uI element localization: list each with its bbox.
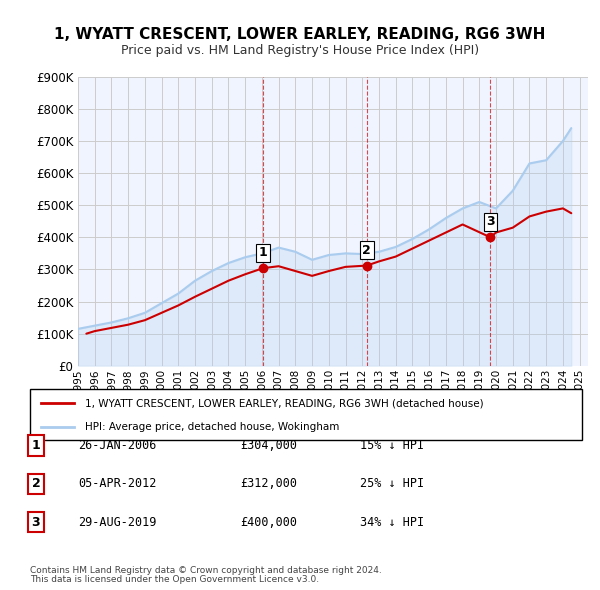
- FancyBboxPatch shape: [30, 389, 582, 440]
- Text: £400,000: £400,000: [240, 516, 297, 529]
- Text: 29-AUG-2019: 29-AUG-2019: [78, 516, 157, 529]
- Text: 3: 3: [486, 215, 494, 228]
- Text: 15% ↓ HPI: 15% ↓ HPI: [360, 439, 424, 452]
- Text: £312,000: £312,000: [240, 477, 297, 490]
- Text: 26-JAN-2006: 26-JAN-2006: [78, 439, 157, 452]
- Text: This data is licensed under the Open Government Licence v3.0.: This data is licensed under the Open Gov…: [30, 575, 319, 584]
- Text: Price paid vs. HM Land Registry's House Price Index (HPI): Price paid vs. HM Land Registry's House …: [121, 44, 479, 57]
- Text: 05-APR-2012: 05-APR-2012: [78, 477, 157, 490]
- Text: 1: 1: [32, 439, 40, 452]
- Text: 2: 2: [362, 244, 371, 257]
- Text: HPI: Average price, detached house, Wokingham: HPI: Average price, detached house, Woki…: [85, 422, 340, 432]
- Text: 1, WYATT CRESCENT, LOWER EARLEY, READING, RG6 3WH (detached house): 1, WYATT CRESCENT, LOWER EARLEY, READING…: [85, 398, 484, 408]
- Text: Contains HM Land Registry data © Crown copyright and database right 2024.: Contains HM Land Registry data © Crown c…: [30, 566, 382, 575]
- Text: 3: 3: [32, 516, 40, 529]
- Text: £304,000: £304,000: [240, 439, 297, 452]
- Text: 1: 1: [259, 246, 268, 259]
- Text: 2: 2: [32, 477, 40, 490]
- Text: 34% ↓ HPI: 34% ↓ HPI: [360, 516, 424, 529]
- Text: 1, WYATT CRESCENT, LOWER EARLEY, READING, RG6 3WH: 1, WYATT CRESCENT, LOWER EARLEY, READING…: [55, 27, 545, 41]
- Text: 25% ↓ HPI: 25% ↓ HPI: [360, 477, 424, 490]
